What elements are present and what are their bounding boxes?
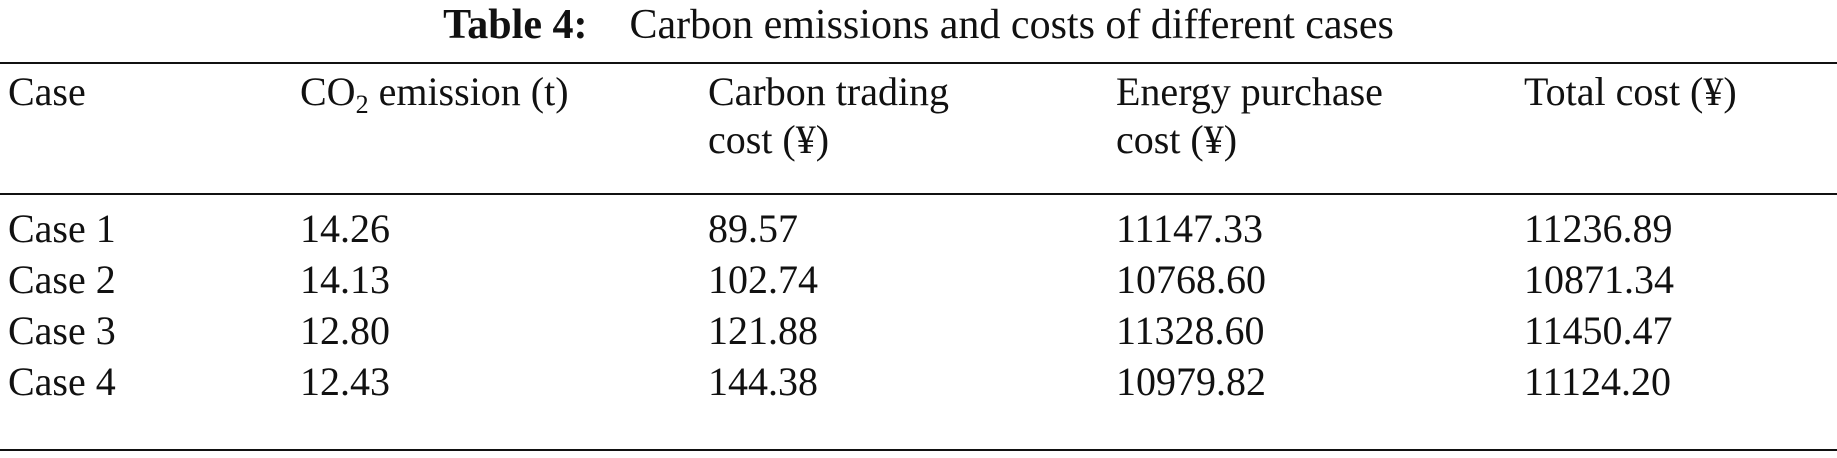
table-header-row: Case CO2 emission (t) Carbon trading cos… <box>0 64 1837 197</box>
table-caption-spacer <box>598 2 619 48</box>
cell-co2-emission: 14.13 <box>300 257 390 302</box>
table-row: Case 2 14.13 102.74 10768.60 10871.34 <box>0 254 1837 305</box>
table-top-rule <box>0 62 1837 64</box>
cell-carbon-trading-cost: 102.74 <box>708 257 818 302</box>
cell-carbon-trading-cost: 144.38 <box>708 359 818 404</box>
cell-co2-emission: 12.43 <box>300 359 390 404</box>
header-carbon-trading-line2: cost (¥) <box>708 117 830 162</box>
cell-co2-emission: 12.80 <box>300 308 390 353</box>
header-co2-subscript: 2 <box>355 90 369 119</box>
table-bottom-rule <box>0 449 1837 451</box>
table-row: Case 1 14.26 89.57 11147.33 11236.89 <box>0 197 1837 254</box>
table-header-rule <box>0 193 1837 195</box>
header-energy-purchase-line2: cost (¥) <box>1116 117 1238 162</box>
table-header: Case CO2 emission (t) Carbon trading cos… <box>0 64 1837 197</box>
cell-case: Case 3 <box>8 308 116 353</box>
emissions-cost-table: Case CO2 emission (t) Carbon trading cos… <box>0 64 1837 407</box>
cell-total-cost: 11236.89 <box>1524 206 1673 251</box>
cell-case: Case 2 <box>8 257 116 302</box>
cell-energy-purchase-cost: 11328.60 <box>1116 308 1265 353</box>
header-case: Case <box>8 69 86 114</box>
header-co2-suffix: emission (t) <box>368 69 569 114</box>
header-energy-purchase-line1: Energy purchase <box>1116 69 1383 114</box>
cell-energy-purchase-cost: 10768.60 <box>1116 257 1266 302</box>
header-carbon-trading-cost: Carbon trading cost (¥) <box>700 64 1108 197</box>
cell-total-cost: 11450.47 <box>1524 308 1673 353</box>
cell-carbon-trading-cost: 89.57 <box>708 206 798 251</box>
header-carbon-trading-line1: Carbon trading <box>708 69 950 114</box>
table-caption-label: Table 4: <box>443 2 588 48</box>
header-co2-emission: CO2 emission (t) <box>292 64 700 197</box>
cell-carbon-trading-cost: 121.88 <box>708 308 818 353</box>
table-body: Case 1 14.26 89.57 11147.33 11236.89 Cas… <box>0 197 1837 407</box>
cell-total-cost: 11124.20 <box>1524 359 1672 404</box>
table-caption-text: Carbon emissions and costs of different … <box>629 2 1394 48</box>
cell-energy-purchase-cost: 10979.82 <box>1116 359 1266 404</box>
cell-co2-emission: 14.26 <box>300 206 390 251</box>
cell-case: Case 1 <box>8 206 116 251</box>
header-energy-purchase-cost: Energy purchase cost (¥) <box>1108 64 1516 197</box>
cell-energy-purchase-cost: 11147.33 <box>1116 206 1264 251</box>
cell-case: Case 4 <box>8 359 116 404</box>
table-row: Case 3 12.80 121.88 11328.60 11450.47 <box>0 305 1837 356</box>
table-caption: Table 4: Carbon emissions and costs of d… <box>0 0 1837 52</box>
header-total-cost: Total cost (¥) <box>1524 69 1737 114</box>
table-row: Case 4 12.43 144.38 10979.82 11124.20 <box>0 356 1837 407</box>
header-co2-prefix: CO <box>300 69 356 114</box>
cell-total-cost: 10871.34 <box>1524 257 1674 302</box>
